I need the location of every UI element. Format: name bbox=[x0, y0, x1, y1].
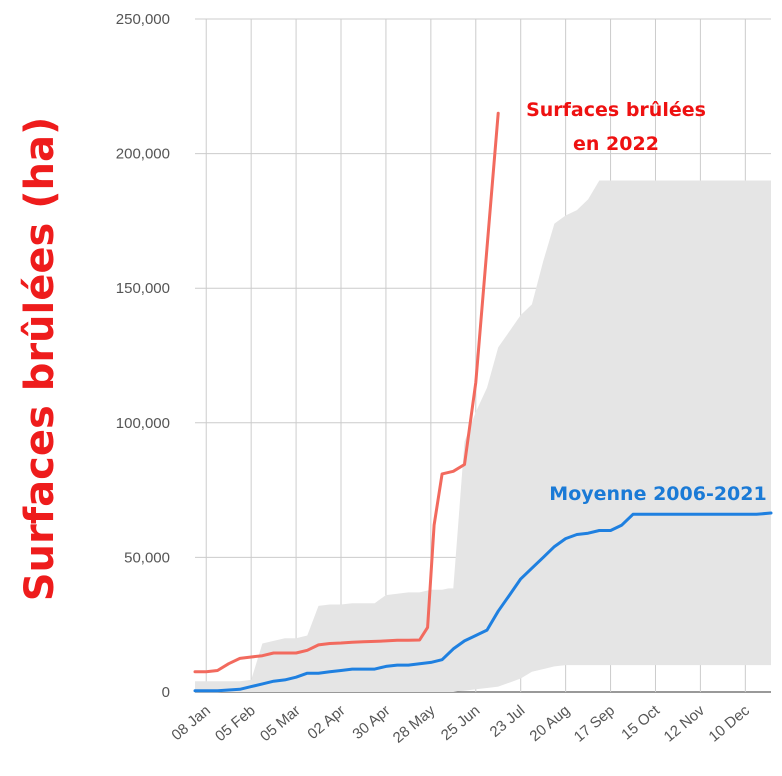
min-max-band bbox=[195, 180, 771, 692]
annotation-mean-2006-2021: Moyenne 2006-2021 bbox=[549, 483, 766, 505]
x-tick-label: 05 Feb bbox=[212, 702, 259, 745]
x-tick-label: 08 Jan bbox=[168, 702, 213, 744]
x-tick-label: 05 Mar bbox=[257, 702, 304, 745]
y-tick-label: 100,000 bbox=[116, 415, 170, 432]
annotation-2022-line2: en 2022 bbox=[573, 133, 659, 155]
y-tick-label: 50,000 bbox=[124, 549, 170, 566]
y-tick-label: 0 bbox=[162, 684, 170, 701]
x-tick-label: 23 Jul bbox=[487, 702, 529, 741]
y-axis-label: Surfaces brûlées (ha) bbox=[17, 117, 63, 602]
y-axis-ticks: 0 50,000 100,000 150,000 200,000 250,000 bbox=[116, 11, 170, 701]
y-tick-label: 150,000 bbox=[116, 280, 170, 297]
series-line-mean-2006-2021 bbox=[193, 511, 773, 693]
y-tick-label: 250,000 bbox=[116, 11, 170, 28]
x-tick-label: 02 Apr bbox=[304, 702, 348, 743]
x-tick-label: 28 May bbox=[390, 702, 439, 747]
x-tick-label: 17 Sep bbox=[571, 702, 618, 746]
series-line-2022 bbox=[193, 111, 500, 674]
x-tick-label: 15 Oct bbox=[618, 702, 663, 744]
x-tick-label: 10 Dec bbox=[706, 702, 754, 746]
annotation-2022-line1: Surfaces brûlées bbox=[526, 99, 706, 121]
x-tick-label: 30 Apr bbox=[349, 702, 393, 743]
x-tick-label: 20 Aug bbox=[526, 702, 573, 745]
y-tick-label: 200,000 bbox=[116, 146, 170, 163]
x-tick-label: 25 Jun bbox=[438, 702, 483, 744]
x-tick-label: 12 Nov bbox=[661, 702, 709, 746]
